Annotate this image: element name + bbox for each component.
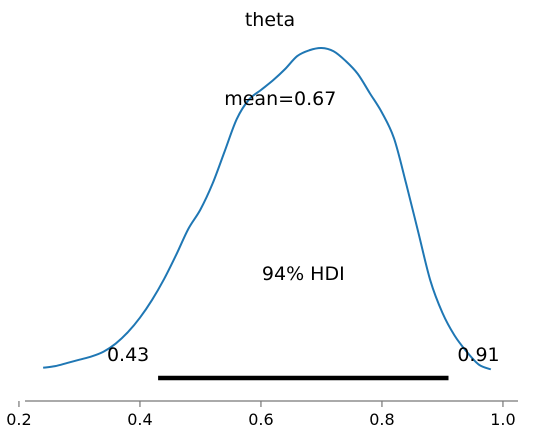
density-curve [43, 46, 492, 371]
plot-area [43, 46, 492, 381]
x-tick-label: 0.8 [369, 410, 394, 429]
x-tick-label: 0.6 [248, 410, 273, 429]
chart-title: theta [245, 9, 295, 31]
x-axis: 0.2 0.4 0.6 0.8 1.0 [6, 400, 518, 429]
hdi-upper-bound-label: 0.91 [457, 344, 499, 366]
hdi-probability-label: 94% HDI [262, 263, 345, 285]
mean-annotation: mean=0.67 [224, 88, 336, 110]
x-tick-label: 0.4 [127, 410, 152, 429]
x-tick-label: 0.2 [6, 410, 31, 429]
hdi-lower-bound-label: 0.43 [107, 344, 149, 366]
x-tick-label: 1.0 [490, 410, 515, 429]
